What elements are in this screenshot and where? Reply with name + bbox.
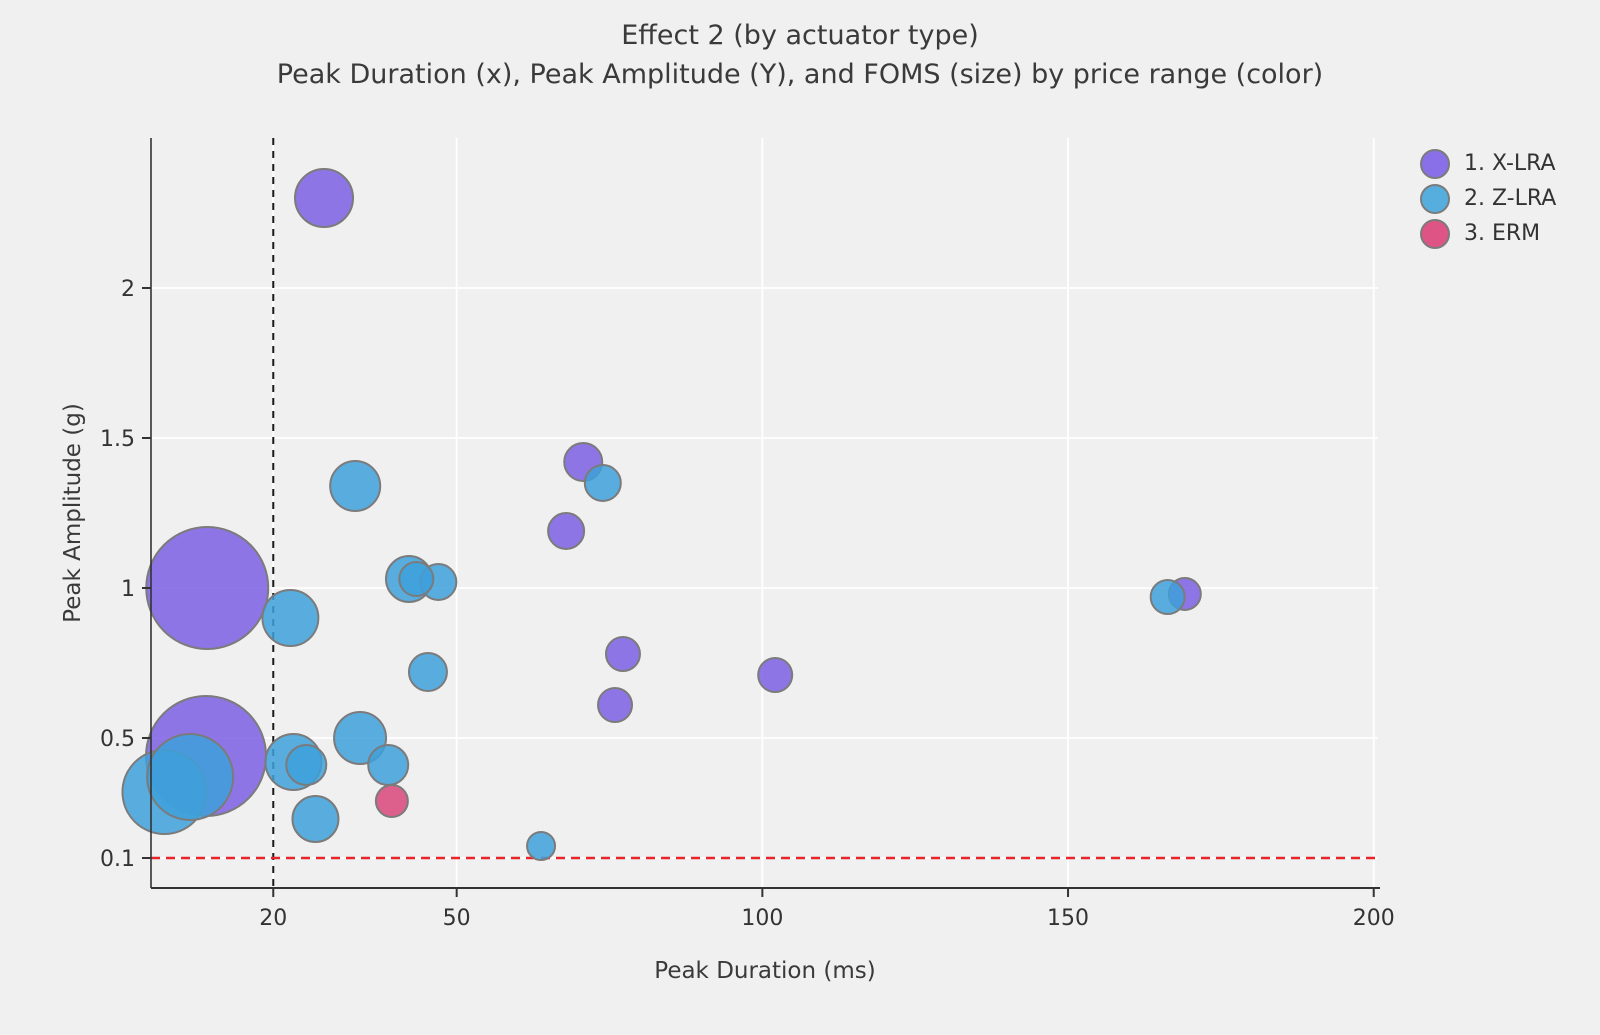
bubble-series-2[interactable] (526, 831, 557, 861)
bubble-series-1[interactable] (145, 526, 270, 650)
x-axis-title: Peak Duration (ms) (654, 958, 876, 984)
y-tick-label: 1 (121, 577, 135, 602)
bubble-series-2[interactable] (1149, 579, 1186, 615)
chart-subtitle: Peak Duration (x), Peak Amplitude (Y), a… (276, 59, 1324, 90)
bubble-series-2[interactable] (583, 464, 622, 502)
bubble-series-2[interactable] (367, 744, 410, 786)
x-tick-label: 150 (1047, 906, 1089, 931)
bubble-series-2[interactable] (407, 652, 448, 692)
legend-item-x-lra[interactable]: 1. X-LRA (1420, 146, 1556, 181)
legend-label-erm: 3. ERM (1464, 221, 1541, 246)
legend-item-z-lra[interactable]: 2. Z-LRA (1420, 181, 1556, 216)
chart-title: Effect 2 (by actuator type) (621, 20, 979, 51)
y-tick-label: 2 (121, 277, 135, 302)
x-tick-label: 100 (741, 906, 783, 931)
legend-item-erm[interactable]: 3. ERM (1420, 216, 1556, 251)
y-tick-label: 1.5 (100, 427, 135, 452)
legend-swatch-erm-icon (1420, 218, 1450, 249)
legend-label-z-lra: 2. Z-LRA (1464, 186, 1557, 211)
bubble-series-2[interactable] (291, 795, 340, 843)
bubble-series-1[interactable] (547, 512, 586, 550)
bubble-series-1[interactable] (757, 657, 794, 693)
y-axis-title: Peak Amplitude (g) (60, 403, 86, 623)
legend-swatch-z-lra-icon (1420, 183, 1450, 214)
x-tick-label: 20 (259, 906, 287, 931)
legend-swatch-x-lra-icon (1420, 148, 1450, 179)
legend-label-x-lra: 1. X-LRA (1464, 151, 1556, 176)
bubble-series-2[interactable] (261, 589, 320, 647)
y-tick-label: 0.5 (100, 727, 135, 752)
bubble-series-1[interactable] (597, 687, 634, 723)
x-tick-label: 200 (1353, 906, 1395, 931)
bubble-series-3[interactable] (374, 784, 409, 818)
bubble-series-1[interactable] (294, 168, 355, 228)
y-tick-label: 0.1 (100, 847, 135, 872)
bubble-series-2[interactable] (146, 733, 235, 821)
bubble-series-2[interactable] (398, 561, 435, 597)
bubble-series-2[interactable] (285, 744, 328, 786)
bubble-series-2[interactable] (329, 460, 382, 512)
legend: 1. X-LRA 2. Z-LRA 3. ERM (1420, 146, 1556, 251)
bubble-series-1[interactable] (604, 636, 641, 672)
x-tick-label: 50 (443, 906, 471, 931)
